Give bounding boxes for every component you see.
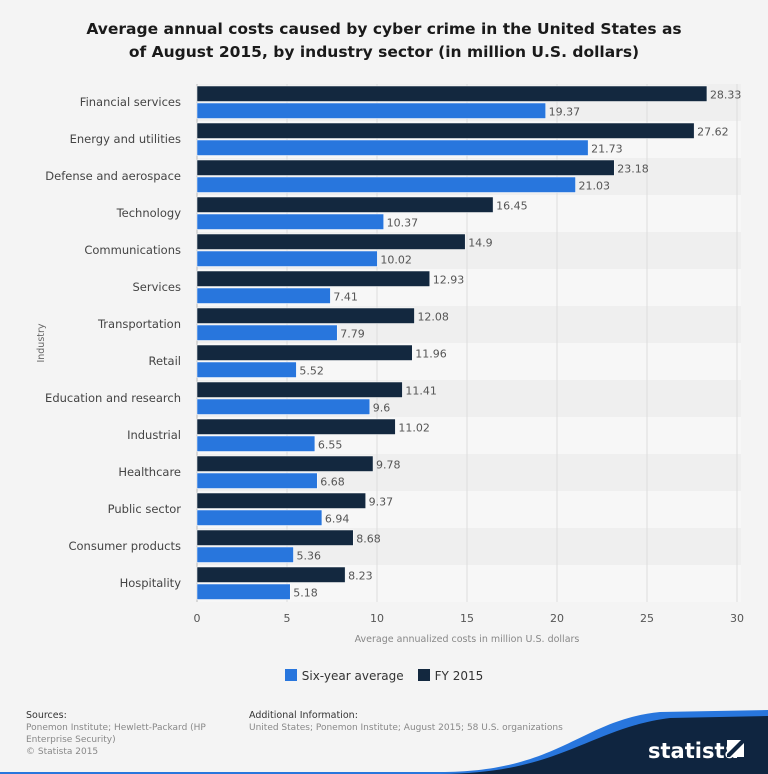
legend: Six-year average FY 2015 [0, 669, 768, 683]
data-label: 9.78 [376, 459, 401, 472]
bar-fy-2015 [196, 455, 374, 472]
data-label: 21.03 [579, 180, 611, 193]
data-label: 27.62 [697, 126, 729, 139]
bar-fy-2015 [196, 529, 354, 546]
bar-six-year-average [196, 509, 323, 526]
y-tick-label: Transportation [97, 317, 181, 331]
y-tick-label: Energy and utilities [70, 132, 181, 146]
data-label: 14.9 [468, 237, 493, 250]
data-label: 10.37 [387, 217, 419, 230]
legend-item-fy-2015[interactable]: FY 2015 [417, 669, 484, 683]
y-tick-label: Services [133, 280, 182, 294]
bar-fy-2015 [196, 159, 615, 176]
data-label: 19.37 [549, 106, 581, 119]
y-axis-label: Industry [36, 323, 47, 362]
bar-fy-2015 [196, 85, 708, 102]
bar-six-year-average [196, 176, 576, 193]
x-tick-label: 15 [460, 612, 474, 625]
bar-six-year-average [196, 287, 331, 304]
y-tick-label: Defense and aerospace [45, 169, 181, 183]
x-tick-label: 5 [284, 612, 291, 625]
sources-text: Ponemon Institute; Hewlett-Packard (HP E… [26, 723, 206, 745]
bar-fy-2015 [196, 566, 346, 583]
data-label: 6.68 [320, 476, 345, 489]
data-label: 11.96 [415, 348, 447, 361]
bar-fy-2015 [196, 492, 366, 509]
bar-six-year-average [196, 583, 291, 600]
bar-six-year-average [196, 324, 338, 341]
data-label: 12.08 [417, 311, 449, 324]
bar-six-year-average [196, 398, 371, 415]
legend-swatch [417, 669, 430, 681]
x-tick-label: 10 [370, 612, 384, 625]
bar-chart: 0 5 10 15 20 25 30 Financial services 28.33 19.37… [36, 84, 744, 645]
y-tick-label: Financial services [80, 95, 181, 109]
x-tick-label: 0 [194, 612, 201, 625]
bar-fy-2015 [196, 122, 695, 139]
data-label: 7.41 [333, 291, 358, 304]
y-tick-label: Hospitality [120, 576, 182, 590]
data-label: 23.18 [617, 163, 649, 176]
y-tick-label: Consumer products [68, 539, 181, 553]
bar-fy-2015 [196, 233, 466, 250]
data-label: 7.79 [340, 328, 365, 341]
x-tick-label: 25 [640, 612, 654, 625]
data-label: 9.37 [369, 496, 394, 509]
bar-fy-2015 [196, 418, 396, 435]
data-label: 11.02 [398, 422, 430, 435]
y-tick-label: Communications [84, 243, 181, 257]
statista-logo-icon [727, 740, 744, 757]
bar-six-year-average [196, 435, 316, 452]
data-label: 8.23 [348, 570, 373, 583]
x-axis-label: Average annualized costs in million U.S.… [355, 634, 580, 645]
data-label: 5.52 [299, 365, 324, 378]
y-tick-label: Education and research [45, 391, 181, 405]
data-label: 6.55 [318, 439, 343, 452]
y-tick-label: Industrial [127, 428, 181, 442]
data-label: 16.45 [496, 200, 527, 213]
legend-label: FY 2015 [434, 669, 484, 683]
data-label: 5.18 [293, 587, 318, 600]
footer-wave: statista [0, 710, 768, 774]
data-label: 12.93 [433, 274, 465, 287]
data-label: 6.94 [325, 513, 350, 526]
data-label: 11.41 [405, 385, 437, 398]
chart-title: Average annual costs caused by cyber cri… [86, 20, 682, 61]
y-tick-label: Public sector [108, 502, 182, 516]
bar-fy-2015 [196, 307, 415, 324]
bar-fy-2015 [196, 381, 403, 398]
additional-info: Additional Information: United States; P… [249, 710, 569, 734]
bar-six-year-average [196, 139, 589, 156]
data-label: 9.6 [373, 402, 391, 415]
additional-label: Additional Information: [249, 710, 358, 721]
additional-text: United States; Ponemon Institute; August… [249, 723, 563, 733]
data-label: 10.02 [380, 254, 412, 267]
data-label: 28.33 [710, 89, 742, 102]
data-label: 21.73 [591, 143, 623, 156]
bar-six-year-average [196, 472, 318, 489]
bar-six-year-average [196, 213, 384, 230]
x-tick-label: 30 [730, 612, 744, 625]
x-tick-label: 20 [550, 612, 564, 625]
data-label: 8.68 [356, 533, 381, 546]
bar-six-year-average [196, 361, 297, 378]
data-label: 5.36 [296, 550, 321, 563]
bar-fy-2015 [196, 344, 413, 361]
sources-label: Sources: [26, 710, 67, 721]
y-tick-label: Healthcare [118, 465, 181, 479]
sources: Sources: Ponemon Institute; Hewlett-Pack… [26, 710, 226, 758]
legend-swatch [284, 669, 297, 681]
bar-six-year-average [196, 546, 294, 563]
y-tick-label: Retail [149, 354, 182, 368]
bar-fy-2015 [196, 270, 430, 287]
statista-logo[interactable]: statista [648, 739, 739, 763]
legend-label: Six-year average [301, 669, 404, 683]
legend-item-six-year-average[interactable]: Six-year average [284, 669, 404, 683]
copyright: © Statista 2015 [26, 747, 99, 757]
bar-six-year-average [196, 250, 378, 267]
y-tick-label: Technology [116, 206, 182, 220]
bar-fy-2015 [196, 196, 494, 213]
bar-six-year-average [196, 102, 546, 119]
